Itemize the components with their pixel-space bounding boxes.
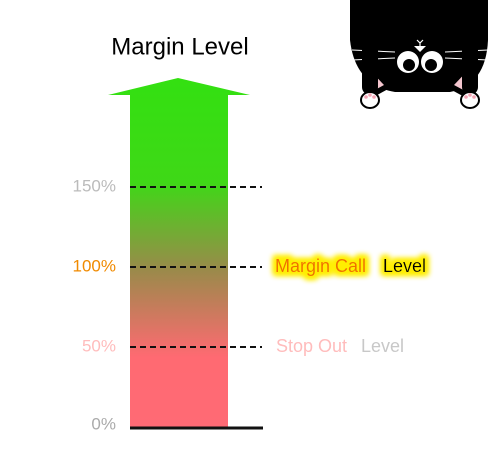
tick-label: 100%: [73, 256, 116, 275]
margin-call-level: Level: [383, 256, 426, 276]
title: Margin Level: [111, 33, 248, 60]
cat-illustration: [350, 0, 489, 109]
tick-label: 50%: [82, 336, 116, 355]
stop-out-level: Level: [361, 336, 404, 356]
tick-label: 0%: [91, 414, 116, 433]
margin-call-label: Margin Call: [275, 256, 366, 276]
margin-arrow: [108, 78, 250, 427]
stop-out-label: Stop Out: [276, 336, 347, 356]
tick-label: 150%: [73, 176, 116, 195]
